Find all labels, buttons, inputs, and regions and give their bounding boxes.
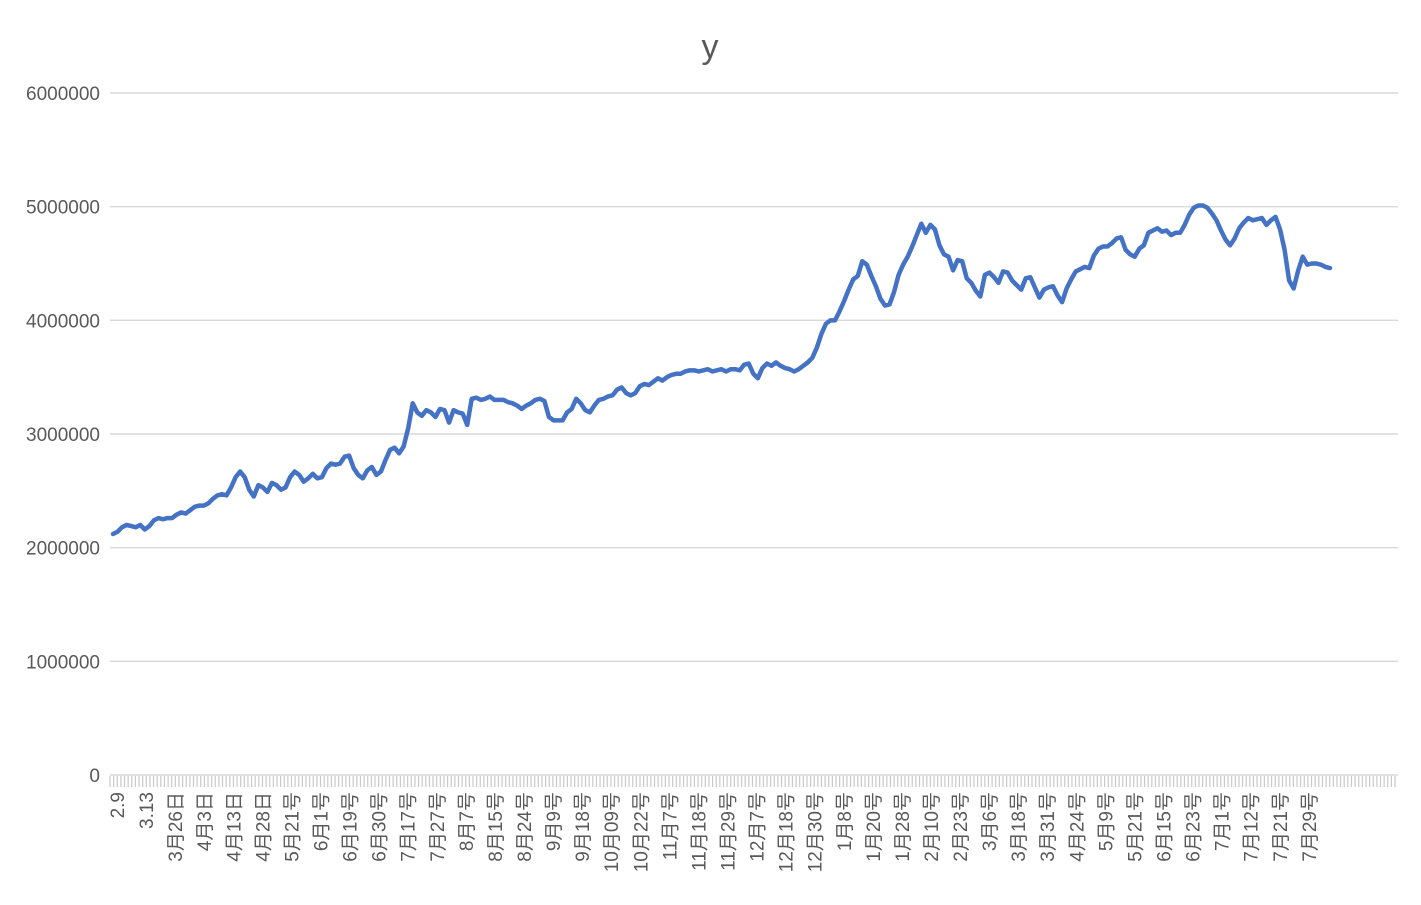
x-axis [109,774,1398,787]
x-axis-label: 4月24号 [1067,792,1088,862]
x-axis-label: 2.9 [108,792,129,818]
x-axis-label: 6月15号 [1155,792,1176,862]
x-axis-label: 3月31号 [1038,792,1059,862]
x-axis-label: 11月29号 [718,792,739,871]
y-axis-tick-label: 0 [89,766,100,787]
x-axis-label: 5月9号 [1096,792,1117,851]
x-axis-label: 7月21号 [1271,792,1292,862]
x-axis-label: 11月18号 [689,792,710,871]
x-axis-label: 4月28日 [253,792,274,862]
x-axis-label: 5月21号 [282,792,303,862]
y-axis-tick-label: 4000000 [26,311,100,332]
x-axis-label: 8月24号 [515,792,536,862]
series-group [110,203,1333,537]
x-axis-label: 1月8号 [835,792,856,851]
x-axis-labels: 2.9 3.13 3月26日 4月3日 4月13日 4月28日 5月21号 6月1号 6月19号… [108,792,1321,872]
x-axis-label: 9月9号 [544,792,565,851]
x-axis-label: 2月23号 [951,792,972,862]
x-axis-label: 7月17号 [399,792,420,862]
y-axis-tick-label: 6000000 [26,84,100,105]
x-axis-label: 8月15号 [486,792,507,862]
y-axis-tick-label: 3000000 [26,425,100,446]
chart-title: y [702,28,719,66]
x-axis-label: 1月20号 [864,792,885,862]
x-axis-label: 12月30号 [806,792,827,872]
x-axis-label: 6月30号 [370,792,391,862]
x-axis-label: 6月1号 [311,792,332,851]
x-axis-label: 4月3日 [195,792,216,851]
x-axis-label: 2月10号 [922,792,943,862]
y-axis-tick-label: 5000000 [26,198,100,219]
x-axis-label: 7月12号 [1242,792,1263,862]
x-axis-label: 3月18号 [1009,792,1030,862]
x-axis-label: 5月21号 [1125,792,1146,862]
x-axis-label: 10月09号 [602,792,623,872]
y-axis-tick-label: 1000000 [26,652,100,673]
x-axis-label: 3.13 [137,792,158,829]
x-axis-label: 4月13日 [224,792,245,862]
x-axis-label: 7月1号 [1213,792,1234,851]
x-axis-label: 8月7号 [457,792,478,851]
x-axis-label: 11月7号 [660,792,681,860]
x-axis-label: 12月7号 [748,792,769,862]
gridlines [110,92,1398,663]
x-axis-label: 9月18号 [573,792,594,862]
series-line [110,203,1333,537]
x-axis-label: 3月6号 [980,792,1001,851]
x-axis-label: 7月27号 [428,792,449,862]
y-axis-tick-label: 2000000 [26,539,100,560]
x-axis-label: 6月23号 [1184,792,1205,862]
x-axis-label: 10月22号 [631,792,652,872]
x-axis-label: 3月26日 [166,792,187,862]
x-axis-label: 6月19号 [341,792,362,862]
x-axis-label: 1月28号 [893,792,914,862]
x-axis-label: 7月29号 [1300,792,1321,862]
y-axis-labels: 0 1000000 2000000 3000000 4000000 5000000 6000… [26,84,100,787]
x-axis-label: 12月18号 [777,792,798,872]
